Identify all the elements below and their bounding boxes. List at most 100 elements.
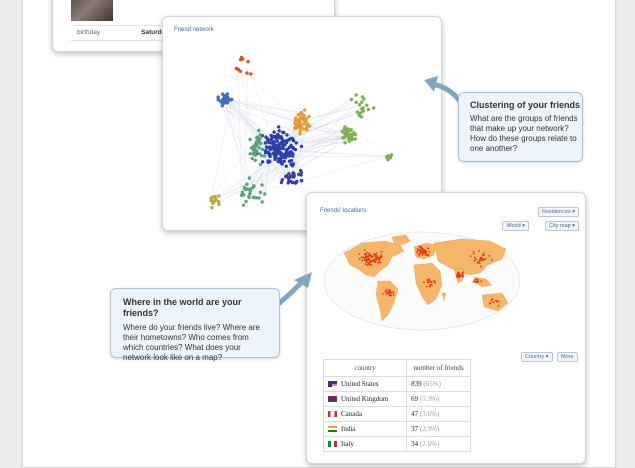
network-node <box>249 72 252 75</box>
network-node <box>261 148 264 151</box>
citymap-select[interactable]: City map ▾ <box>545 221 579 231</box>
network-node <box>356 111 359 114</box>
friend-count-cell: 839 (65%) <box>407 377 471 392</box>
network-node <box>263 192 266 195</box>
map-dot <box>365 263 367 265</box>
network-node <box>354 137 357 140</box>
network-node <box>245 71 248 74</box>
network-node <box>287 172 290 175</box>
map-dot <box>480 266 482 268</box>
network-node <box>259 141 262 144</box>
network-node <box>293 121 296 124</box>
map-dot <box>374 261 376 263</box>
map-dot <box>386 289 388 291</box>
network-node <box>358 103 361 106</box>
network-node <box>360 101 363 104</box>
world-select[interactable]: World ▾ <box>502 221 529 231</box>
country-cell[interactable]: United Kingdom <box>324 392 407 407</box>
map-dot <box>498 305 500 307</box>
network-node <box>267 159 270 162</box>
network-node <box>307 115 310 118</box>
network-edge <box>307 95 356 127</box>
network-node <box>298 132 301 135</box>
map-dot <box>498 301 500 303</box>
residences-select[interactable]: Residences ▾ <box>538 207 579 217</box>
friend-percent: (3.6%) <box>418 410 439 418</box>
network-node <box>283 160 286 163</box>
map-dot <box>361 256 363 258</box>
world-map[interactable] <box>322 231 522 331</box>
network-node <box>249 152 252 155</box>
network-node <box>275 144 278 147</box>
more-button[interactable]: More <box>557 352 578 362</box>
map-dot <box>389 292 391 294</box>
it-flag-icon <box>328 441 337 447</box>
map-dot <box>426 286 428 288</box>
network-node <box>273 158 276 161</box>
network-node <box>280 137 283 140</box>
network-node <box>277 136 280 139</box>
network-node <box>291 181 294 184</box>
map-dot <box>376 255 378 257</box>
country-cell[interactable]: Canada <box>324 407 407 422</box>
network-node <box>213 199 216 202</box>
network-node <box>350 134 353 137</box>
friends-locations-title: Friends' locations <box>320 208 367 214</box>
network-node <box>360 107 363 110</box>
map-dot <box>367 264 369 266</box>
map-dot <box>477 279 479 281</box>
map-dot <box>372 259 374 261</box>
map-dot <box>417 248 419 250</box>
callout-clustering-body: What are the groups of friends that make… <box>470 114 582 154</box>
network-edge <box>302 157 387 181</box>
network-edge <box>226 101 250 197</box>
country-select[interactable]: Country ▾ <box>521 352 553 362</box>
network-node <box>278 129 281 132</box>
map-dot <box>422 253 424 255</box>
gb-flag-icon <box>328 396 337 402</box>
network-node <box>260 183 263 186</box>
network-node <box>280 142 283 145</box>
country-cell[interactable]: United States <box>324 377 407 392</box>
map-dot <box>364 253 366 255</box>
network-node <box>264 149 267 152</box>
map-dot <box>364 249 366 251</box>
table-header-count[interactable]: number of friends <box>407 360 471 377</box>
network-node <box>244 200 247 203</box>
network-node <box>272 147 275 150</box>
country-cell[interactable]: India <box>324 422 407 437</box>
map-dot <box>368 258 370 260</box>
country-cell[interactable]: Italy <box>324 437 407 452</box>
network-node <box>367 108 370 111</box>
network-node <box>300 145 303 148</box>
map-dot <box>393 294 395 296</box>
callout-clustering: Clustering of your friends What are the … <box>458 92 583 162</box>
network-node <box>295 180 298 183</box>
network-node <box>302 122 305 125</box>
network-node <box>292 172 295 175</box>
network-node <box>300 112 303 115</box>
map-dot <box>390 295 392 297</box>
network-node <box>273 135 276 138</box>
map-dot <box>364 259 366 261</box>
map-dot <box>388 289 390 291</box>
network-node <box>272 130 275 133</box>
map-dot <box>366 262 368 264</box>
network-node <box>301 117 304 120</box>
network-nodes <box>209 56 393 210</box>
network-node <box>265 145 268 148</box>
map-dot <box>427 282 429 284</box>
map-dot <box>420 250 422 252</box>
map-dot <box>427 254 429 256</box>
callout-world-body: Where do your friends live? Where are th… <box>123 323 271 363</box>
network-node <box>257 129 260 132</box>
map-dot <box>485 258 487 260</box>
network-node <box>277 157 280 160</box>
table-header-country[interactable]: country <box>324 360 407 377</box>
